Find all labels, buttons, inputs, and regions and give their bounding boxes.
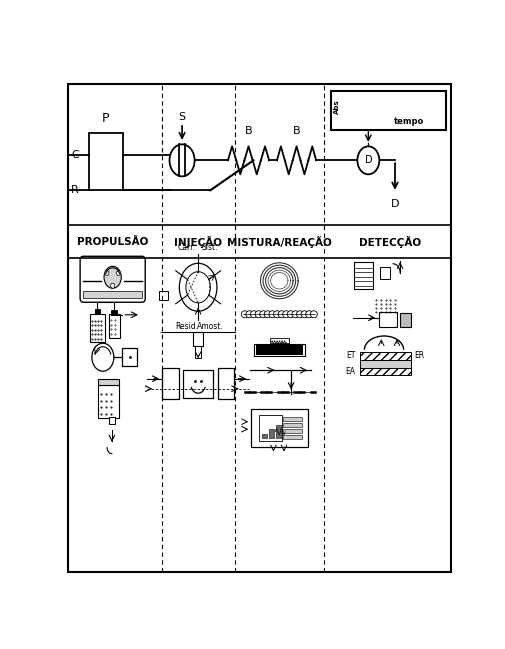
Circle shape [185, 272, 210, 303]
Bar [330, 92, 445, 130]
Ellipse shape [259, 311, 266, 318]
Bar [159, 291, 167, 300]
Bar [83, 291, 142, 299]
Bar [88, 133, 123, 190]
Bar [283, 417, 301, 421]
Text: Amost.: Amost. [196, 323, 223, 331]
Text: MISTURA/REAÇÃO: MISTURA/REAÇÃO [227, 236, 331, 248]
Bar [268, 429, 273, 437]
Ellipse shape [250, 311, 257, 318]
Ellipse shape [296, 311, 303, 318]
Circle shape [357, 146, 379, 175]
Ellipse shape [241, 311, 248, 318]
Text: D: D [364, 155, 371, 165]
Text: Abs: Abs [333, 99, 339, 114]
Text: Carr.: Carr. [177, 243, 195, 252]
Text: tempo: tempo [393, 117, 424, 127]
Bar [122, 349, 137, 366]
Bar [111, 310, 116, 313]
Bar [97, 386, 119, 418]
Bar [259, 415, 281, 441]
Ellipse shape [305, 311, 312, 318]
Text: D: D [390, 199, 398, 209]
Text: EA: EA [345, 367, 355, 376]
Circle shape [104, 266, 121, 288]
Bar [275, 424, 280, 437]
Text: R: R [71, 186, 79, 195]
Bar [378, 312, 396, 326]
Bar [183, 370, 213, 398]
Bar [360, 368, 411, 375]
Text: B: B [292, 127, 300, 136]
Bar [90, 313, 105, 342]
Bar [109, 417, 115, 424]
Bar [353, 262, 373, 289]
FancyBboxPatch shape [80, 256, 145, 302]
Bar [261, 434, 266, 437]
Ellipse shape [300, 311, 308, 318]
Ellipse shape [255, 311, 262, 318]
Bar [379, 267, 389, 279]
Circle shape [179, 263, 217, 312]
Text: B: B [244, 127, 252, 136]
Text: Resid.: Resid. [174, 323, 197, 331]
Ellipse shape [310, 311, 317, 318]
Bar [360, 360, 411, 368]
Text: Sist.: Sist. [201, 243, 218, 252]
Circle shape [105, 271, 109, 276]
Circle shape [111, 283, 115, 288]
Text: PROPULSÃO: PROPULSÃO [77, 237, 148, 247]
Ellipse shape [273, 311, 280, 318]
Text: S: S [178, 112, 185, 122]
Ellipse shape [245, 311, 252, 318]
Ellipse shape [264, 311, 271, 318]
Ellipse shape [291, 311, 298, 318]
Bar [94, 309, 100, 313]
Bar [360, 352, 411, 360]
Ellipse shape [278, 311, 285, 318]
Ellipse shape [268, 311, 275, 318]
Bar [269, 338, 288, 343]
Bar [283, 429, 301, 433]
Bar [109, 313, 120, 337]
Text: INJEÇÃO: INJEÇÃO [174, 236, 222, 248]
Bar [283, 435, 301, 439]
Circle shape [169, 144, 194, 177]
Text: P: P [102, 112, 110, 125]
Bar [97, 379, 119, 386]
Circle shape [116, 271, 120, 276]
Text: DETECÇÃO: DETECÇÃO [358, 236, 420, 248]
Bar [256, 345, 302, 355]
Text: ET: ET [345, 350, 355, 360]
Circle shape [92, 343, 114, 371]
Bar [283, 422, 301, 427]
Bar [217, 368, 234, 399]
Ellipse shape [287, 311, 294, 318]
Bar [254, 344, 304, 356]
Bar [194, 346, 201, 358]
Bar [193, 332, 203, 346]
Bar [250, 410, 307, 447]
Ellipse shape [282, 311, 289, 318]
Text: ER: ER [414, 350, 424, 360]
Bar [399, 313, 411, 326]
Bar [162, 368, 178, 399]
Text: C: C [71, 151, 79, 160]
